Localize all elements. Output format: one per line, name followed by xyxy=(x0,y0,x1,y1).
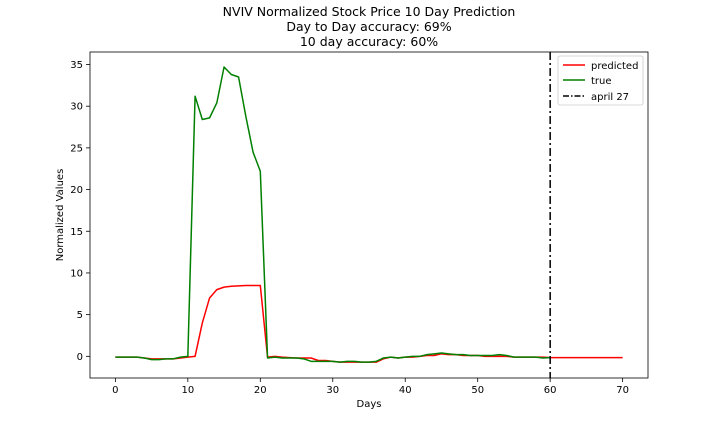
legend: predicted true april 27 xyxy=(557,55,644,106)
y-tick-label: 5 xyxy=(77,310,83,321)
x-tick-label: 50 xyxy=(471,385,484,396)
y-tick-label: 0 xyxy=(77,352,83,363)
chart-title: NVIV Normalized Stock Price 10 Day Predi… xyxy=(223,4,516,49)
title-line-1: NVIV Normalized Stock Price 10 Day Predi… xyxy=(223,4,516,19)
y-axis-label: Normalized Values xyxy=(55,169,66,262)
title-line-2: Day to Day accuracy: 69% xyxy=(286,19,451,34)
x-tick-label: 30 xyxy=(326,385,339,396)
series-line-predicted xyxy=(115,284,623,363)
legend-label-predicted: predicted xyxy=(591,61,638,72)
y-tick-label: 10 xyxy=(70,268,83,279)
x-tick-label: 10 xyxy=(181,385,194,396)
x-tick-label: 20 xyxy=(254,385,267,396)
x-tick-label: 0 xyxy=(112,385,118,396)
legend-box xyxy=(557,55,644,106)
y-tick-label: 20 xyxy=(70,185,83,196)
y-tick-label: 35 xyxy=(70,60,83,71)
x-axis: 0 10 20 30 40 50 60 70 xyxy=(112,378,629,396)
x-axis-label: Days xyxy=(357,399,382,410)
y-tick-label: 30 xyxy=(70,102,83,113)
series-line-true xyxy=(115,66,551,363)
x-tick-label: 70 xyxy=(616,385,629,396)
x-tick-label: 40 xyxy=(399,385,412,396)
legend-label-true: true xyxy=(591,76,612,87)
y-tick-label: 15 xyxy=(70,227,83,238)
series-layer xyxy=(115,66,623,363)
title-line-3: 10 day accuracy: 60% xyxy=(300,34,438,49)
legend-label-april-27: april 27 xyxy=(591,92,629,103)
x-tick-label: 60 xyxy=(544,385,557,396)
plot-frame xyxy=(89,51,649,379)
y-tick-label: 25 xyxy=(70,143,83,154)
y-axis: 0 5 10 15 20 25 30 35 xyxy=(70,60,90,363)
